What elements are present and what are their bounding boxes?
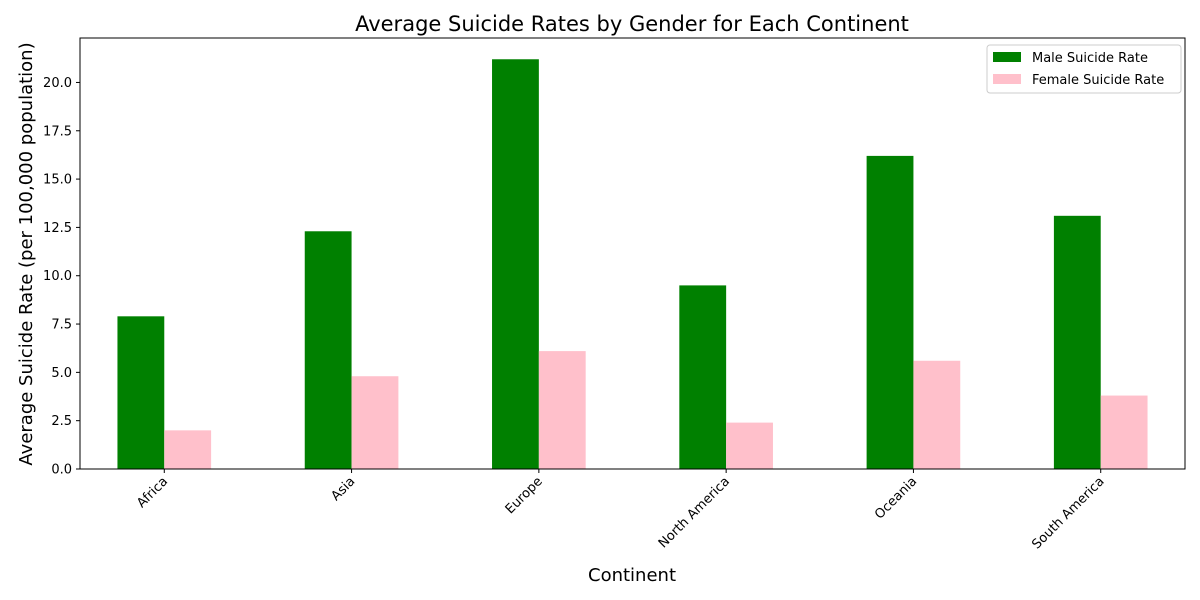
bar-male-asia	[304, 231, 352, 469]
legend-items: Male Suicide Rate Female Suicide Rate	[993, 51, 1164, 88]
bar-female-oceania	[913, 360, 961, 469]
x-axis-label: Continent	[588, 565, 676, 586]
bar-male-oceania	[866, 155, 914, 470]
y-tick-label: 10.0	[43, 269, 72, 284]
bar-female-north-america	[726, 422, 773, 469]
y-axis-ticks: 0.0 2.5 5.0 7.5 10.0 12.5 15.0 17.5 20.0	[43, 76, 80, 478]
bar-male-africa	[117, 316, 165, 469]
y-tick-label: 20.0	[43, 76, 72, 91]
bar-female-europe	[538, 351, 586, 469]
axes-frame	[79, 37, 1186, 470]
legend-label-female: Female Suicide Rate	[1032, 73, 1164, 88]
y-tick-label: 15.0	[43, 173, 72, 188]
legend: Male Suicide Rate Female Suicide Rate	[986, 44, 1182, 94]
y-tick-label: 17.5	[43, 124, 72, 139]
legend-label-male: Male Suicide Rate	[1032, 51, 1148, 66]
y-tick-label: 2.5	[51, 414, 72, 429]
bars-group	[117, 59, 1148, 470]
chart-title: Average Suicide Rates by Gender for Each…	[355, 12, 909, 36]
bar-female-asia	[351, 376, 399, 469]
y-tick-label: 7.5	[51, 318, 72, 333]
bar-female-south-america	[1100, 395, 1148, 469]
bar-male-north-america	[679, 285, 727, 469]
bar-male-europe	[492, 59, 539, 469]
y-tick-label: 12.5	[43, 221, 72, 236]
y-axis-label: Average Suicide Rate (per 100,000 popula…	[16, 42, 37, 465]
legend-swatch-male	[993, 52, 1021, 62]
y-tick-label: 0.0	[51, 463, 72, 478]
legend-swatch-female	[993, 74, 1021, 84]
bar-male-south-america	[1053, 215, 1101, 469]
bar-female-africa	[164, 430, 212, 469]
legend-frame	[986, 44, 1182, 94]
y-tick-label: 5.0	[51, 366, 72, 381]
